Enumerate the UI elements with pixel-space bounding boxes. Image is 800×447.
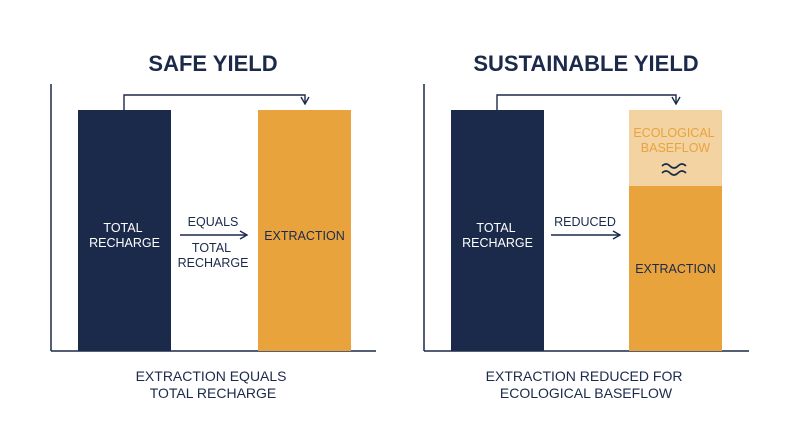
reduced-label: REDUCED [554, 215, 616, 229]
safe-yield-title: SAFE YIELD [148, 51, 277, 76]
total-recharge-label: TOTAL RECHARGE [89, 221, 160, 250]
extraction-bar [258, 110, 351, 351]
arrow-total-recharge-label: TOTAL RECHARGE [178, 241, 249, 270]
transfer-bracket-arrow [496, 94, 681, 110]
transfer-bracket-arrow [123, 94, 310, 110]
extraction-label: EXTRACTION [264, 229, 345, 243]
extraction-label: EXTRACTION [635, 262, 716, 276]
ecological-baseflow-segment [629, 110, 722, 186]
total-recharge-label: TOTAL RECHARGE [462, 221, 533, 250]
sustainable-yield-title: SUSTAINABLE YIELD [473, 51, 698, 76]
equals-label: EQUALS [188, 215, 239, 229]
extraction-bar [629, 186, 722, 351]
sustainable-yield-panel: SUSTAINABLE YIELD TOTAL RECHARGE ECOLOGI… [423, 51, 749, 401]
water-wave-icon [661, 163, 687, 176]
sustainable-yield-caption: EXTRACTION REDUCED FOR ECOLOGICAL BASEFL… [486, 368, 687, 401]
safe-yield-panel: SAFE YIELD TOTAL RECHARGE EXTRACTION EQU… [50, 51, 376, 401]
safe-yield-caption: EXTRACTION EQUALS TOTAL RECHARGE [136, 368, 291, 401]
total-recharge-bar [78, 110, 171, 351]
ecological-baseflow-label: ECOLOGICAL BASEFLOW [633, 126, 717, 155]
total-recharge-bar [451, 110, 544, 351]
